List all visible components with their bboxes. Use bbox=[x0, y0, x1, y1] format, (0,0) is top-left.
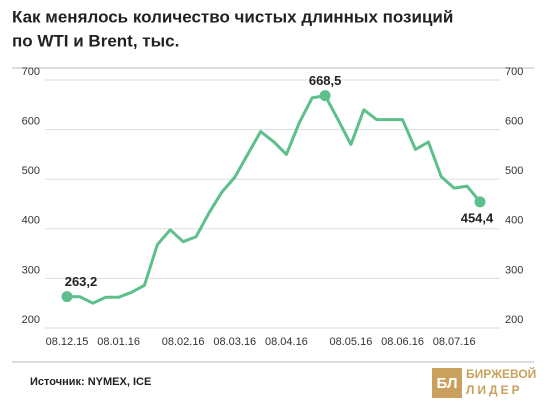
x-tick-label: 08.03.16 bbox=[213, 336, 256, 348]
y2-tick-label: 600 bbox=[505, 116, 523, 128]
x-tick-label: 08.02.16 bbox=[162, 336, 205, 348]
x-tick-label: 08.07.16 bbox=[433, 336, 476, 348]
y-tick-label: 300 bbox=[22, 264, 40, 276]
y2-tick-label: 400 bbox=[505, 215, 523, 227]
point-marker bbox=[474, 196, 486, 208]
y2-tick-label: 200 bbox=[505, 314, 523, 326]
chart-title: Как менялось количество чистых длинных п… bbox=[12, 7, 453, 26]
y-tick-label: 600 bbox=[22, 116, 40, 128]
point-marker bbox=[319, 90, 331, 102]
chart-title: по WTI и Brent, тыс. bbox=[12, 31, 179, 50]
y-tick-label: 500 bbox=[22, 165, 40, 177]
data-label: 668,5 bbox=[309, 73, 342, 88]
logo-text: БИРЖЕВОЙ bbox=[466, 366, 536, 381]
data-label: 454,4 bbox=[461, 210, 494, 225]
logo-mark: БЛ bbox=[437, 375, 458, 392]
y-tick-label: 200 bbox=[22, 314, 40, 326]
y2-tick-label: 300 bbox=[505, 264, 523, 276]
x-tick-label: 08.12.15 bbox=[46, 336, 89, 348]
data-label: 263,2 bbox=[65, 274, 98, 289]
series-line bbox=[66, 94, 482, 305]
point-marker bbox=[61, 291, 73, 303]
y-tick-label: 400 bbox=[22, 215, 40, 227]
y2-tick-label: 500 bbox=[505, 165, 523, 177]
x-tick-label: 08.06.16 bbox=[381, 336, 424, 348]
logo-mark-box bbox=[432, 368, 462, 398]
x-tick-label: 08.04.16 bbox=[265, 336, 308, 348]
x-tick-label: 08.05.16 bbox=[330, 336, 373, 348]
x-tick-label: 08.01.16 bbox=[97, 336, 140, 348]
logo-text: ЛИДЕР bbox=[466, 383, 523, 397]
y2-tick-label: 700 bbox=[505, 66, 523, 78]
y-tick-label: 700 bbox=[22, 66, 40, 78]
source: Источник: NYMEX, ICE bbox=[30, 376, 151, 388]
